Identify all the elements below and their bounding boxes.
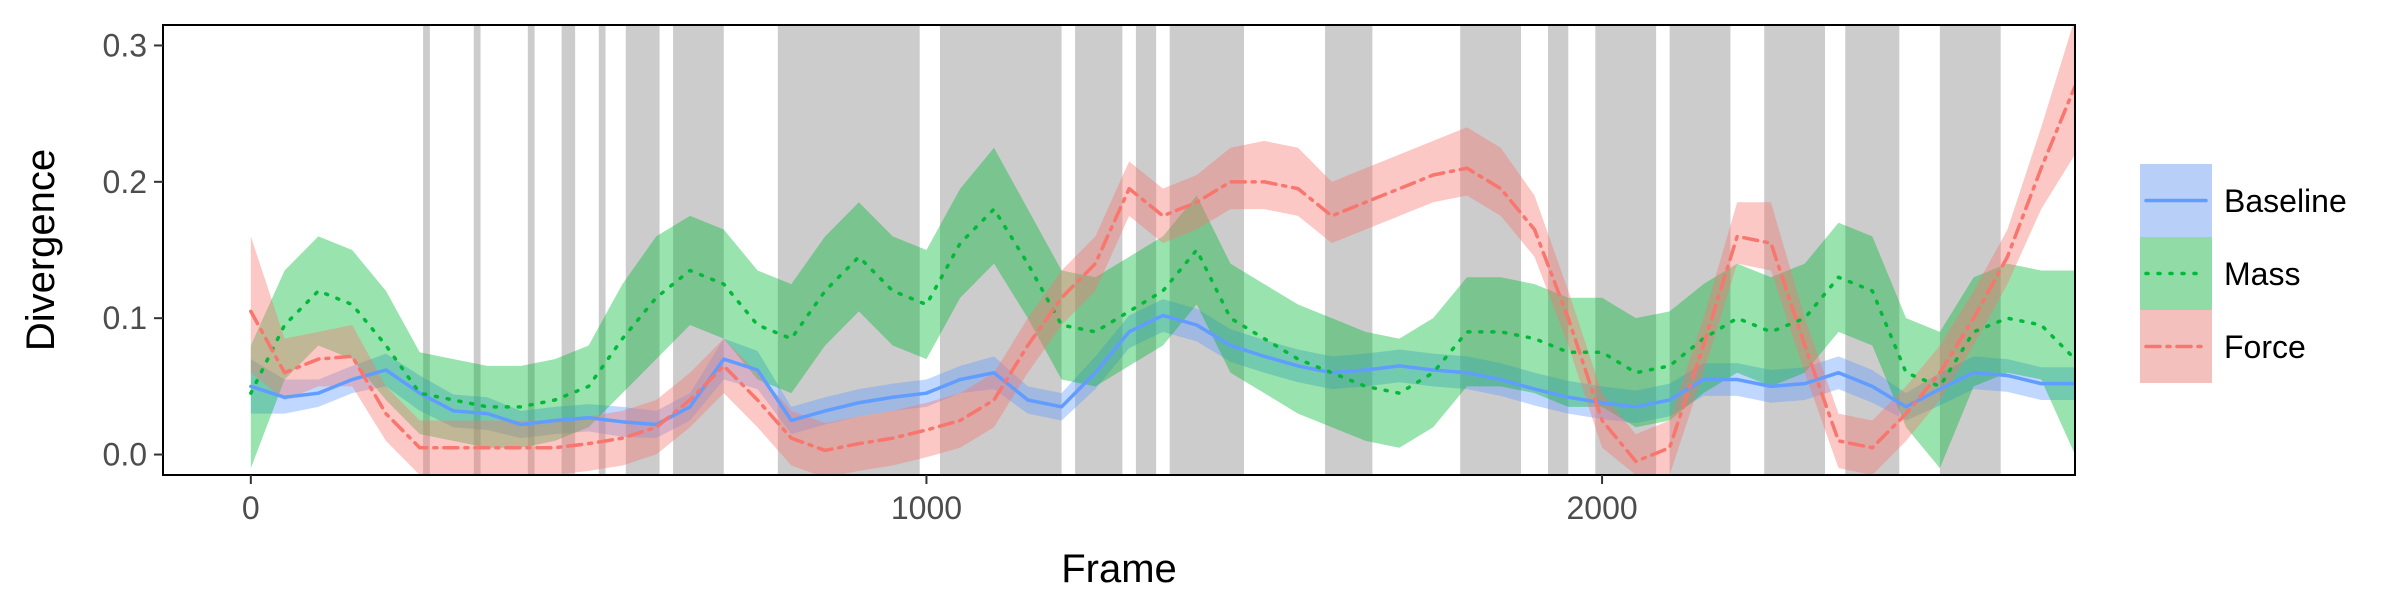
shaded-interval bbox=[1845, 25, 1900, 475]
series-lines bbox=[249, 84, 2075, 464]
y-tick-label: 0.1 bbox=[103, 300, 147, 336]
shaded-interval bbox=[1325, 25, 1373, 475]
legend-label-baseline: Baseline bbox=[2224, 183, 2347, 219]
legend-label-force: Force bbox=[2224, 329, 2306, 365]
ribbon-force bbox=[250, 25, 2075, 475]
shaded-interval bbox=[1075, 25, 1123, 475]
legend-label-mass: Mass bbox=[2224, 256, 2300, 292]
line-baseline bbox=[249, 313, 2075, 427]
shaded-interval bbox=[1669, 25, 1731, 475]
shaded-interval bbox=[423, 25, 430, 475]
shaded-interval bbox=[673, 25, 724, 475]
axes: 0 1000 2000 0.0 0.1 0.2 0.3 bbox=[103, 27, 1638, 526]
y-tick-label: 0.0 bbox=[103, 437, 147, 473]
shaded-interval bbox=[561, 25, 576, 475]
shaded-interval bbox=[1169, 25, 1244, 475]
shaded-interval bbox=[1460, 25, 1521, 475]
line-mass bbox=[249, 207, 2075, 409]
legend: Baseline Mass Force bbox=[2140, 164, 2347, 383]
shaded-interval bbox=[527, 25, 535, 475]
shaded-interval bbox=[777, 25, 920, 475]
shaded-interval bbox=[939, 25, 1062, 475]
x-tick-label: 2000 bbox=[1566, 490, 1637, 526]
y-tick-label: 0.2 bbox=[103, 164, 147, 200]
x-axis-title: Frame bbox=[1061, 547, 1177, 591]
shaded-interval bbox=[473, 25, 481, 475]
y-axis-title: Divergence bbox=[19, 149, 63, 351]
plot-border bbox=[162, 24, 2076, 476]
shaded-interval bbox=[1595, 25, 1657, 475]
shaded-interval bbox=[1939, 25, 2001, 475]
legend-key-background bbox=[2140, 237, 2212, 310]
ribbon-mass bbox=[250, 147, 2075, 469]
shaded-interval bbox=[598, 25, 606, 475]
shaded-interval bbox=[1548, 25, 1569, 475]
x-tick-label: 1000 bbox=[891, 490, 962, 526]
shaded-intervals bbox=[423, 25, 2001, 475]
y-tick-label: 0.3 bbox=[103, 27, 147, 63]
legend-key-mass bbox=[2140, 237, 2212, 310]
shaded-interval bbox=[625, 25, 660, 475]
x-tick-label: 0 bbox=[242, 490, 260, 526]
shaded-interval bbox=[1135, 25, 1157, 475]
